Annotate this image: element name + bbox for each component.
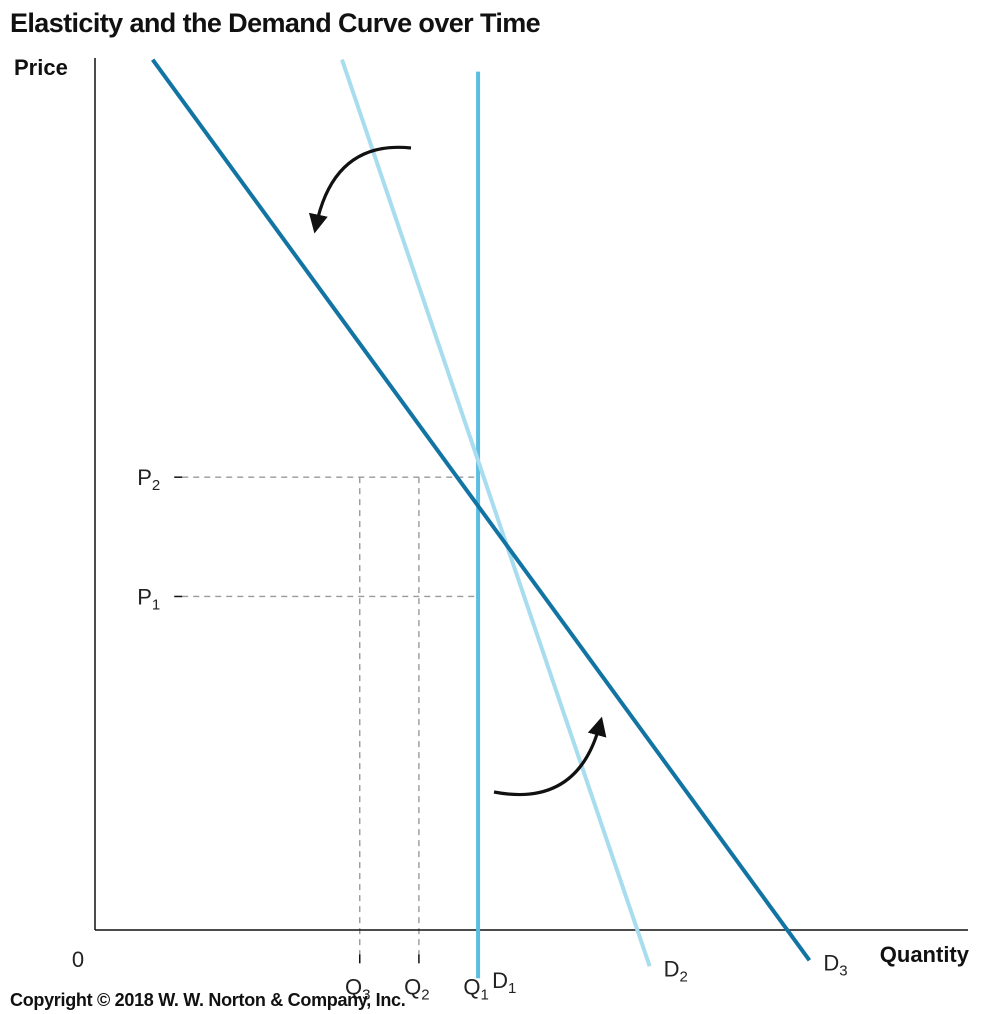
y-axis-title: Price xyxy=(14,55,68,80)
y-tick-label-p2: P2 xyxy=(137,465,160,494)
guide-lines xyxy=(182,476,479,955)
copyright-notice: Copyright © 2018 W. W. Norton & Company,… xyxy=(10,990,405,1010)
origin-label: 0 xyxy=(72,947,84,972)
demand-curve-d3 xyxy=(151,58,812,962)
x-tick-label-q1: Q1 xyxy=(463,974,488,1003)
demand-curves xyxy=(151,58,812,979)
chart-title: Elasticity and the Demand Curve over Tim… xyxy=(10,8,541,38)
x-tick-label-q3: Q3 xyxy=(345,974,370,1003)
demand-curve-label-d2: D2 xyxy=(664,956,688,985)
y-tick-label-p1: P1 xyxy=(137,584,160,613)
rotation-arrow-upper xyxy=(308,145,412,234)
demand-curve-label-d3: D3 xyxy=(823,950,847,979)
rotation-arrow-lower xyxy=(493,716,607,797)
x-ticks: Q3 Q2 Q1 xyxy=(345,954,489,1003)
y-ticks: P2 P1 xyxy=(137,465,183,613)
demand-curve-d2 xyxy=(340,59,652,967)
x-axis-title: Quantity xyxy=(880,942,970,967)
demand-curve-label-d1: D1 xyxy=(492,968,516,997)
x-tick-label-q2: Q2 xyxy=(404,974,429,1003)
demand-curve-labels: D1 D2 D3 xyxy=(492,950,848,997)
